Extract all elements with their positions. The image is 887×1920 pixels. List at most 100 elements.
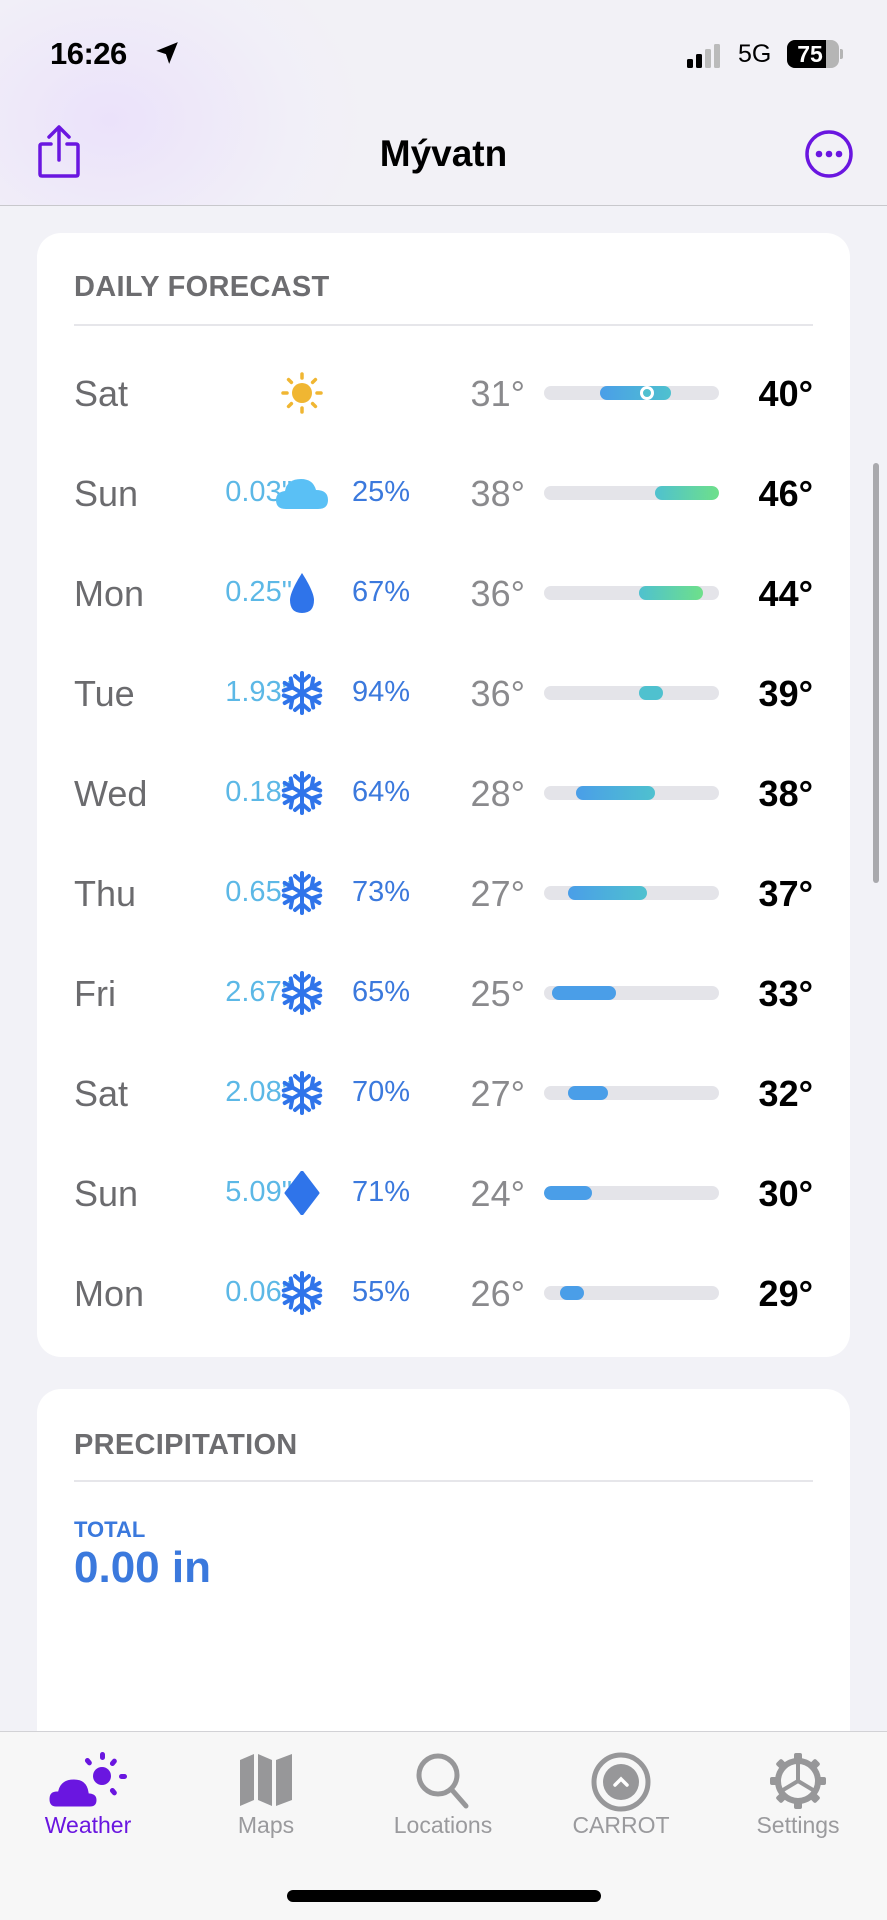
day-label: Mon [74, 1273, 145, 1314]
high-temp: 29° [758, 1273, 813, 1314]
temp-range-fill [544, 1186, 592, 1200]
temp-range-fill [655, 486, 719, 500]
temp-range-bar [544, 686, 719, 700]
raindrop-icon [280, 571, 324, 615]
temp-range-fill [639, 686, 664, 700]
precip-amount: 2.67" [225, 976, 292, 1008]
low-temp: 26° [470, 1273, 525, 1314]
precip-amount: 5.09" [225, 1176, 292, 1208]
temp-range-fill [567, 1086, 608, 1100]
day-label: Sun [74, 1173, 139, 1214]
forecast-row[interactable]: Tue 1.93" 94% 36° 39° [37, 643, 850, 743]
snowflake-icon [280, 1271, 324, 1315]
low-temp: 36° [470, 673, 525, 714]
signal-icon [687, 44, 720, 68]
high-temp: 38° [758, 773, 813, 814]
high-temp: 44° [758, 573, 813, 614]
high-temp: 46° [758, 473, 813, 514]
search-icon [416, 1753, 469, 1809]
tab-maps[interactable]: Maps [191, 1732, 341, 1862]
temp-range-bar [544, 1086, 719, 1100]
temp-range-fill [575, 786, 656, 800]
low-temp: 31° [470, 373, 525, 414]
divider [74, 1480, 813, 1482]
tab-bar: Weather Maps Locations CARROT Settings [0, 1731, 887, 1920]
daily-forecast-card: DAILY FORECAST Sat 31° 40° Sun 0.03" 25% … [37, 233, 850, 1357]
tab-weather[interactable]: Weather [13, 1732, 163, 1862]
high-temp: 39° [758, 673, 813, 714]
total-label: TOTAL [74, 1517, 146, 1542]
header-background [0, 0, 887, 206]
low-temp: 38° [470, 473, 525, 514]
carrot-logo-icon [591, 1752, 651, 1812]
tab-locations[interactable]: Locations [368, 1732, 518, 1862]
forecast-row[interactable]: Wed 0.18" 64% 28° 38° [37, 743, 850, 843]
temp-range-bar [544, 486, 719, 500]
snowflake-icon [280, 671, 324, 715]
day-label: Sat [74, 1073, 129, 1114]
total-value: 0.00 in [74, 1543, 211, 1592]
low-temp: 27° [470, 1073, 525, 1114]
temp-range-fill [559, 1286, 584, 1300]
precip-amount: 1.93" [225, 676, 292, 708]
precip-amount: 2.08" [225, 1076, 292, 1108]
temp-range-fill [567, 886, 648, 900]
high-temp: 32° [758, 1073, 813, 1114]
precip-chance: 65% [352, 976, 411, 1008]
temp-range-bar [544, 386, 719, 400]
day-label: Mon [74, 573, 145, 614]
precip-amount: 0.03" [225, 476, 292, 508]
precip-chance: 71% [352, 1176, 411, 1208]
low-temp: 36° [470, 573, 525, 614]
high-temp: 37° [758, 873, 813, 914]
forecast-row[interactable]: Mon 0.25" 67% 36° 44° [37, 543, 850, 643]
section-title: PRECIPITATION [74, 1429, 298, 1461]
day-label: Sat [74, 373, 129, 414]
network-type: 5G [738, 40, 772, 68]
cloud-icon [276, 471, 328, 515]
forecast-row[interactable]: Sun 0.03" 25% 38° 46° [37, 443, 850, 543]
forecast-row[interactable]: Fri 2.67" 65% 25° 33° [37, 943, 850, 1043]
sleet-diamond-icon [280, 1170, 324, 1216]
forecast-row[interactable]: Sun 5.09" 71% 24° 30° [37, 1143, 850, 1243]
forecast-row[interactable]: Sat 2.08" 70% 27° 32° [37, 1043, 850, 1143]
share-icon[interactable] [36, 124, 82, 180]
sun-icon [280, 371, 324, 415]
low-temp: 28° [470, 773, 525, 814]
temp-range-fill [599, 386, 672, 400]
tab-settings[interactable]: Settings [723, 1732, 873, 1862]
day-label: Tue [74, 673, 135, 714]
precip-amount: 0.25" [225, 576, 292, 608]
snowflake-icon [280, 1071, 324, 1115]
home-indicator[interactable] [287, 1890, 601, 1902]
section-title: DAILY FORECAST [74, 271, 330, 303]
forecast-row[interactable]: Sat 31° 40° [37, 343, 850, 443]
precip-amount: 0.65" [225, 876, 292, 908]
precip-chance: 25% [352, 476, 411, 508]
low-temp: 24° [470, 1173, 525, 1214]
day-label: Sun [74, 473, 139, 514]
location-arrow-icon [156, 42, 178, 64]
precipitation-card: PRECIPITATION TOTAL 0.00 in [37, 1389, 850, 1789]
tab-carrot[interactable]: CARROT [546, 1732, 696, 1862]
gear-icon [770, 1753, 826, 1809]
current-temp-dot [640, 386, 655, 400]
temp-range-fill [639, 586, 704, 600]
low-temp: 27° [470, 873, 525, 914]
scrollbar[interactable] [873, 463, 879, 883]
precip-amount: 0.06" [225, 1276, 292, 1308]
precip-chance: 64% [352, 776, 411, 808]
temp-range-fill [551, 986, 616, 1000]
tab-label: Settings [756, 1812, 840, 1838]
forecast-row[interactable]: Thu 0.65" 73% 27° 37° [37, 843, 850, 943]
forecast-row[interactable]: Mon 0.06" 55% 26° 29° [37, 1243, 850, 1343]
snowflake-icon [280, 771, 324, 815]
temp-range-bar [544, 986, 719, 1000]
battery-nub [840, 49, 843, 59]
tab-label: Maps [237, 1812, 295, 1838]
ellipsis-circle-icon[interactable] [804, 129, 854, 179]
day-label: Wed [74, 773, 148, 814]
page-title: Mývatn [379, 133, 508, 174]
precip-amount: 0.18" [225, 776, 292, 808]
status-time: 16:26 [50, 36, 127, 71]
